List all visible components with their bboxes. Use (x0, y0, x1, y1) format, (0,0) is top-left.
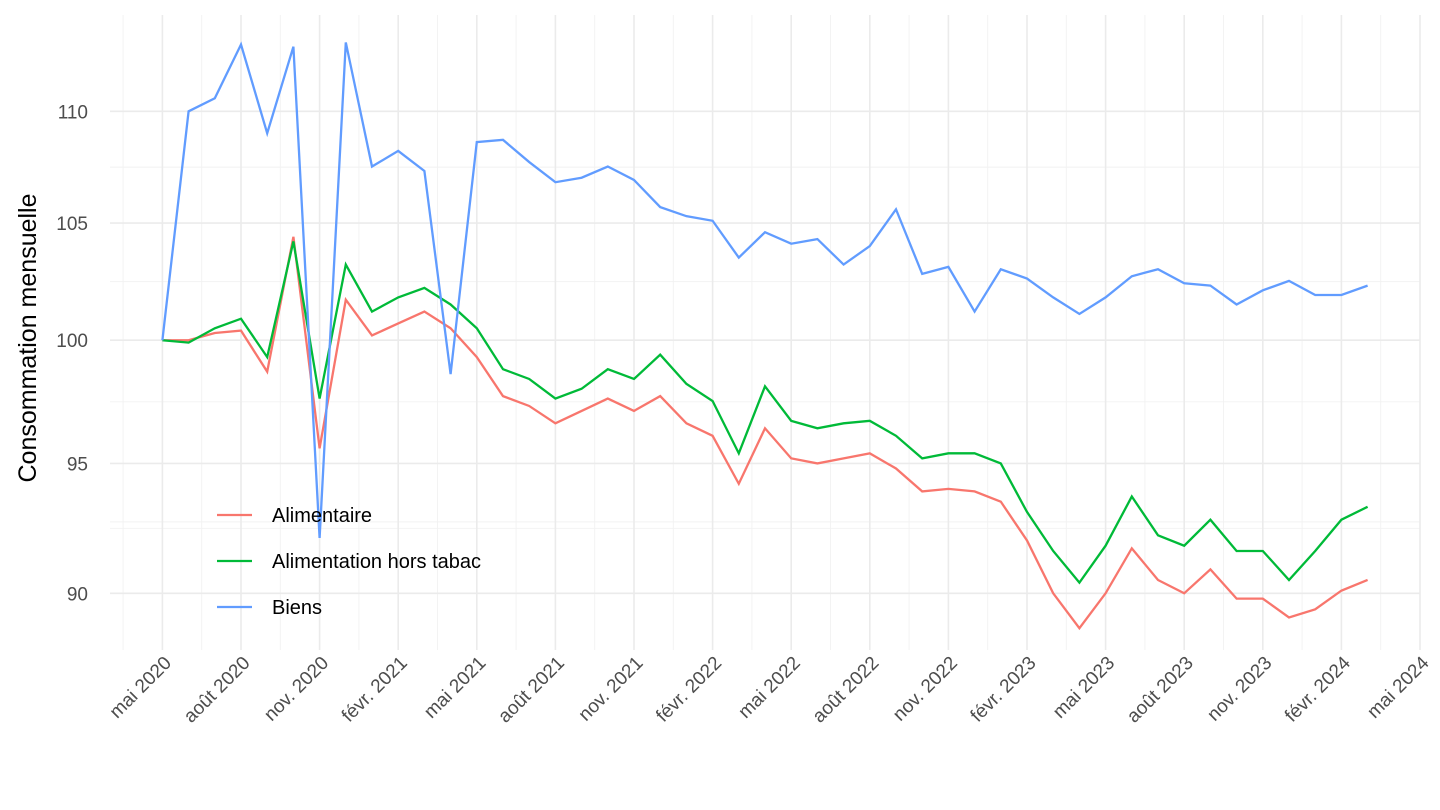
x-tick-label: févr. 2021 (338, 653, 412, 727)
legend-label: Biens (272, 597, 322, 619)
x-tick-label: févr. 2023 (967, 653, 1041, 727)
legend-label: Alimentation hors tabac (272, 551, 481, 573)
x-tick-label: nov. 2022 (889, 653, 962, 726)
legend-label: Alimentaire (272, 505, 372, 527)
x-tick-label: août 2023 (1123, 653, 1198, 728)
x-tick-label: mai 2022 (735, 653, 805, 723)
x-tick-label: mai 2023 (1049, 653, 1119, 723)
x-tick-label: févr. 2022 (652, 653, 726, 727)
x-tick-label: nov. 2023 (1203, 653, 1276, 726)
line (162, 241, 1369, 585)
line (161, 41, 1368, 538)
x-tick-label: août 2021 (494, 653, 569, 728)
y-axis-title: Consommation mensuelle (14, 193, 42, 482)
x-tick-label: févr. 2024 (1281, 652, 1355, 726)
y-tick-label: 110 (58, 102, 88, 123)
x-tick-label: mai 2021 (420, 653, 490, 723)
x-tick-label: août 2022 (809, 653, 884, 728)
line (162, 236, 1369, 631)
y-tick-label: 105 (56, 214, 88, 235)
y-tick-label: 90 (67, 584, 88, 605)
x-tick-label: août 2020 (180, 653, 255, 728)
x-tick-label: mai 2024 (1363, 652, 1433, 722)
y-tick-label: 100 (56, 331, 88, 352)
x-tick-label: nov. 2021 (575, 653, 648, 726)
x-tick-label: nov. 2020 (260, 653, 333, 726)
x-tick-label: mai 2020 (106, 653, 176, 723)
y-tick-label: 95 (67, 454, 88, 475)
